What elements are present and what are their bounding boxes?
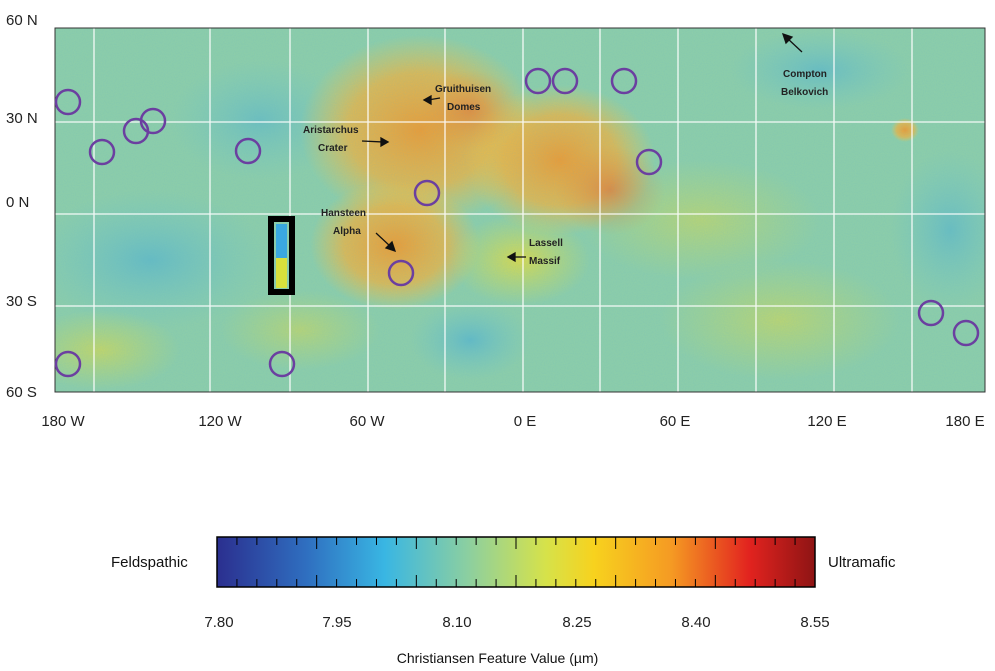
site-marker — [54, 350, 82, 378]
site-marker — [413, 179, 441, 207]
site-marker — [635, 148, 663, 176]
site-marker — [387, 259, 415, 287]
site-marker — [524, 67, 552, 95]
lon-label-180w: 180 W — [41, 413, 85, 430]
feature-label-aristarchus: Aristarchus Crater — [303, 125, 361, 154]
colorbar-tick-value: 8.40 — [681, 614, 711, 631]
site-marker — [88, 138, 116, 166]
feature-label-gruithuisen: Gruithuisen Domes — [435, 84, 494, 113]
feature-labels: Gruithuisen Domes Aristarchus Crater Han… — [303, 69, 830, 267]
lon-label-180e: 180 E — [945, 413, 985, 430]
site-marker — [917, 299, 945, 327]
site-marker — [268, 350, 296, 378]
colorbar-tick-value: 8.55 — [800, 614, 830, 631]
site-marker — [54, 88, 82, 116]
colorbar-right-label: Ultramafic — [828, 554, 896, 571]
site-markers — [54, 67, 980, 378]
lon-label-0e: 0 E — [513, 413, 537, 430]
colorbar-ticks — [236, 537, 796, 587]
colorbar-title: Christiansen Feature Value (µm) — [396, 650, 599, 666]
site-marker — [234, 137, 262, 165]
lon-label-60e: 60 E — [659, 413, 691, 430]
study-region-fill-blue — [276, 224, 287, 258]
lat-label-60n: 60 N — [6, 12, 38, 29]
map-color-field — [55, 28, 985, 392]
study-region-fill-yellow — [276, 258, 287, 288]
colorbar-tick-value: 7.95 — [322, 614, 352, 631]
study-region-box — [268, 216, 295, 295]
lon-label-60w: 60 W — [349, 413, 385, 430]
feature-label-lassell: Lassell Massif — [529, 238, 566, 267]
map-graticule — [55, 28, 985, 392]
lat-label-30n: 30 N — [6, 110, 38, 127]
colorbar-left-label: Feldspathic — [111, 554, 188, 571]
colorbar-tick-value: 8.10 — [442, 614, 472, 631]
colorbar-tick-value: 7.80 — [204, 614, 234, 631]
colorbar-tick-value: 8.25 — [562, 614, 592, 631]
site-marker — [139, 107, 167, 135]
lon-label-120e: 120 E — [807, 413, 847, 430]
feature-arrows — [361, 32, 803, 263]
site-marker — [952, 319, 980, 347]
site-marker — [610, 67, 638, 95]
feature-label-compton: Compton Belkovich — [781, 69, 830, 98]
lon-label-120w: 120 W — [198, 413, 242, 430]
map-frame — [54, 27, 986, 393]
lat-label-60s: 60 S — [6, 384, 37, 401]
lat-label-30s: 30 S — [6, 293, 37, 310]
site-marker — [551, 67, 579, 95]
feature-label-hansteen: Hansteen Alpha — [321, 208, 369, 237]
lat-label-0n: 0 N — [6, 194, 30, 211]
